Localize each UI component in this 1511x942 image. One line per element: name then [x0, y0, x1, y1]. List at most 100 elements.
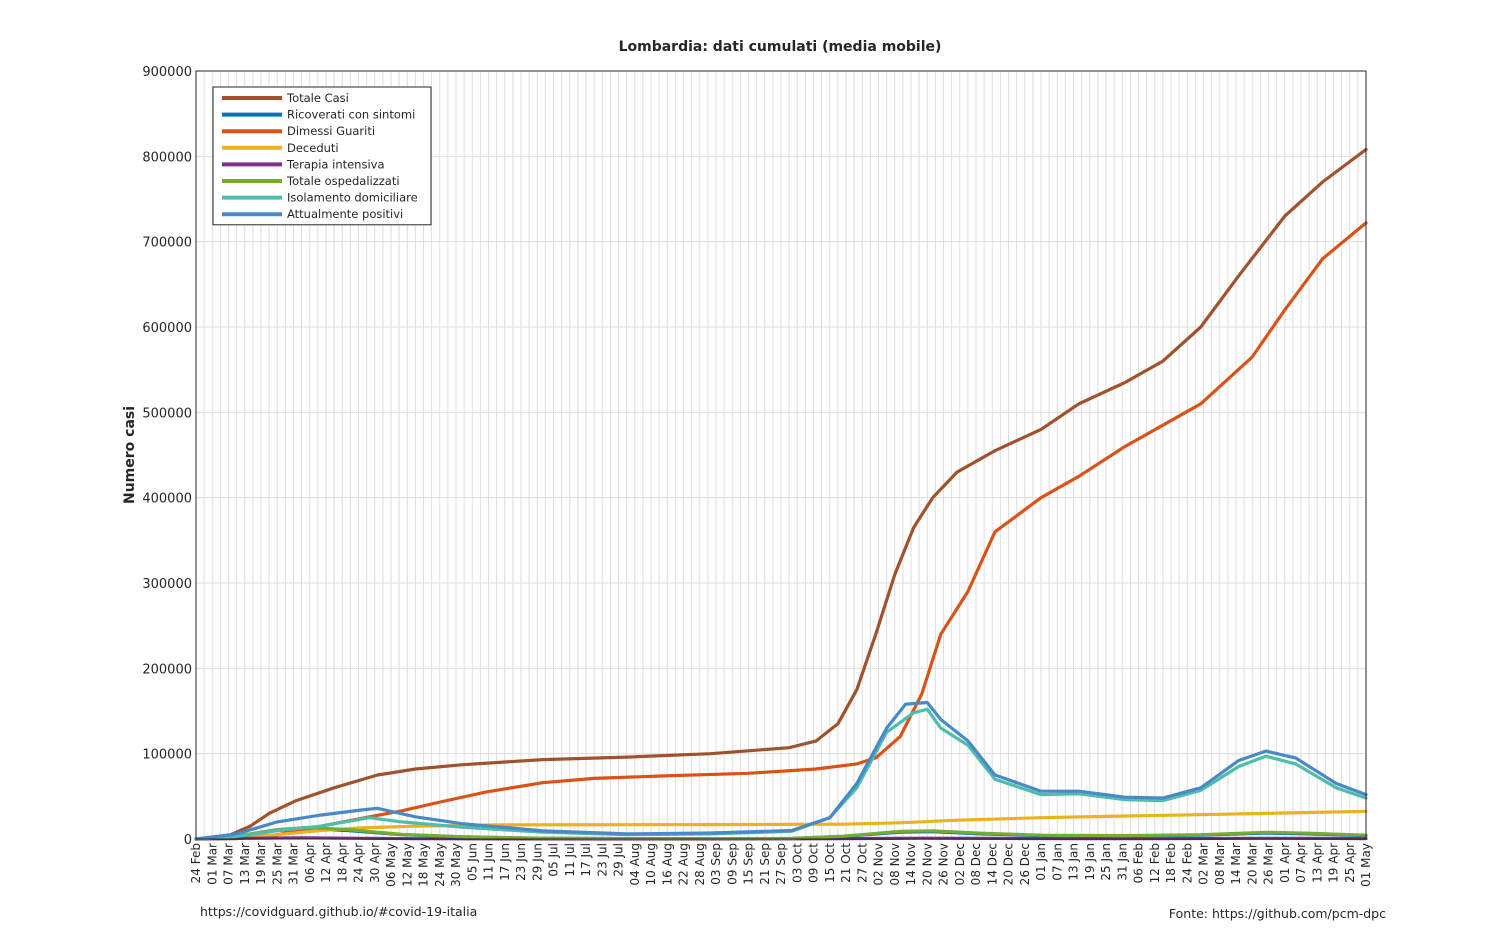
x-tick-label: 19 Jan [1083, 843, 1097, 881]
x-tick-label: 04 Aug [628, 843, 642, 886]
x-tick-label: 02 Dec [953, 843, 967, 885]
x-tick-label: 13 Mar [238, 843, 252, 885]
x-tick-label: 13 Jan [1067, 843, 1081, 881]
x-tick-label: 22 Aug [677, 843, 691, 886]
x-tick-label: 24 Feb [189, 843, 203, 883]
x-tick-label: 18 Apr [335, 843, 349, 883]
y-axis-label: Numero casi [122, 406, 138, 504]
y-tick-label: 200000 [142, 662, 192, 677]
x-tick-label: 03 Oct [790, 843, 804, 883]
y-tick-label: 800000 [142, 150, 192, 165]
x-tick-label: 08 Nov [888, 843, 902, 886]
x-tick-label: 07 Jan [1050, 843, 1064, 881]
x-tick-label: 14 Mar [1229, 843, 1243, 885]
x-tick-label: 26 Nov [937, 843, 951, 886]
x-tick-label: 06 Feb [1132, 843, 1146, 883]
footer-data-source: Fonte: https://github.com/pcm-dpc [1168, 906, 1386, 921]
x-tick-label: 14 Dec [985, 843, 999, 885]
x-tick-label: 20 Nov [920, 843, 934, 886]
x-tick-label: 13 Apr [1310, 843, 1324, 883]
x-tick-label: 01 May [1359, 843, 1373, 887]
legend-entry: Ricoverati con sintomi [287, 108, 415, 122]
x-tick-label: 16 Aug [660, 843, 674, 886]
x-tick-label: 09 Oct [807, 843, 821, 883]
footer-source-link[interactable]: https://covidguard.github.io/#covid-19-i… [200, 904, 478, 919]
y-tick-label: 300000 [142, 577, 192, 592]
x-tick-label: 02 Mar [1197, 843, 1211, 885]
series-line [194, 707, 1368, 841]
x-tick-label: 20 Mar [1245, 843, 1259, 885]
x-tick-label: 17 Jun [498, 843, 512, 881]
x-tick-label: 19 Mar [254, 843, 268, 885]
y-tick-label: 500000 [142, 406, 192, 421]
series-line [194, 221, 1368, 841]
y-tick-label: 900000 [142, 65, 192, 80]
x-tick-label: 23 Jun [514, 843, 528, 881]
y-tick-label: 600000 [142, 321, 192, 336]
x-tick-label: 05 Jul [547, 843, 561, 877]
series-line [194, 700, 1368, 841]
x-tick-label: 18 May [417, 843, 431, 887]
x-tick-label: 24 Feb [1180, 843, 1194, 883]
legend-entry: Dimessi Guariti [287, 124, 375, 138]
legend-entry: Terapia intensiva [286, 157, 385, 171]
x-tick-label: 18 Feb [1164, 843, 1178, 883]
x-tick-label: 06 Apr [303, 843, 317, 883]
x-tick-label: 19 Apr [1327, 843, 1341, 883]
x-tick-label: 07 Mar [222, 843, 236, 885]
series-line [194, 809, 1368, 841]
x-tick-label: 01 Jan [1034, 843, 1048, 881]
y-tick-label: 700000 [142, 236, 192, 251]
grid [195, 70, 1367, 840]
x-tick-label: 09 Sep [725, 843, 739, 885]
legend-entry: Isolamento domiciliare [287, 191, 418, 205]
x-tick-label: 11 Jul [563, 843, 577, 877]
legend: Totale Casi Ricoverati con sintomi Dimessi… [212, 86, 432, 226]
x-tick-label: 01 Apr [1278, 843, 1292, 883]
x-tick-label: 30 Apr [368, 843, 382, 883]
chart-title: Lombardia: dati cumulati (media mobile) [619, 39, 942, 55]
x-tick-label: 31 Jan [1115, 843, 1129, 881]
legend-entry: Attualmente positivi [287, 207, 403, 221]
x-tick-label: 29 Jul [612, 843, 626, 877]
x-tick-label: 08 Mar [1213, 843, 1227, 885]
x-tick-label: 31 Mar [287, 843, 301, 885]
legend-entry: Deceduti [287, 141, 339, 155]
plot-area-frame [195, 70, 1367, 840]
x-tick-label: 17 Jul [579, 843, 593, 877]
x-tick-label: 27 Sep [774, 843, 788, 885]
x-tick-label: 21 Oct [839, 843, 853, 883]
x-tick-label: 15 Sep [742, 843, 756, 885]
series-lines [194, 147, 1368, 841]
x-tick-label: 06 May [384, 843, 398, 887]
x-tick-label: 27 Oct [855, 843, 869, 883]
x-tick-label: 25 Jan [1099, 843, 1113, 881]
x-tick-label: 12 Apr [319, 843, 333, 883]
x-tick-labels: 24 Feb 01 Mar 07 Mar 13 Mar 19 Mar 25 Mar 31 M… [189, 843, 1373, 887]
x-tick-label: 25 Apr [1343, 843, 1357, 883]
x-tick-label: 26 Dec [1018, 843, 1032, 885]
x-tick-label: 11 Jun [482, 843, 496, 881]
legend-box [212, 86, 432, 226]
y-tick-label: 400000 [142, 492, 192, 507]
x-tick-label: 07 Apr [1294, 843, 1308, 883]
x-tick-label: 12 May [400, 843, 414, 887]
x-tick-label: 20 Dec [1002, 843, 1016, 885]
x-tick-label: 24 May [433, 843, 447, 887]
x-tick-label: 15 Oct [823, 843, 837, 883]
x-tick-label: 30 May [449, 843, 463, 887]
x-tick-label: 03 Sep [709, 843, 723, 885]
y-tick-label: 100000 [142, 748, 192, 763]
x-tick-label: 01 Mar [205, 843, 219, 885]
x-tick-label: 23 Jul [595, 843, 609, 877]
x-tick-label: 14 Nov [904, 843, 918, 886]
x-tick-label: 12 Feb [1148, 843, 1162, 883]
x-tick-label: 02 Nov [872, 843, 886, 886]
series-line [194, 147, 1368, 841]
x-tick-label: 26 Mar [1262, 843, 1276, 885]
x-tick-label: 25 Mar [270, 843, 284, 885]
x-tick-label: 24 Apr [352, 843, 366, 883]
x-tick-label: 05 Jun [465, 843, 479, 881]
x-tick-label: 10 Aug [644, 843, 658, 886]
